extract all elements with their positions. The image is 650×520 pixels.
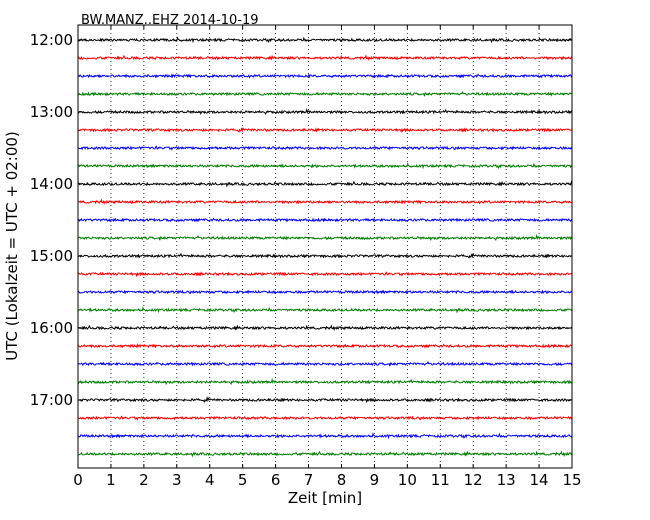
y-tick-label: 13:00	[30, 103, 73, 121]
x-tick-label: 9	[370, 471, 380, 489]
y-axis-label: UTC (Lokalzeit = UTC + 02:00)	[3, 131, 21, 361]
x-tick-label: 12	[464, 471, 483, 489]
trace-1300	[77, 108, 573, 116]
x-tick-label: 4	[205, 471, 215, 489]
x-tick-label: 2	[139, 471, 149, 489]
y-tick-label: 12:00	[30, 31, 73, 49]
plot-frame	[77, 24, 573, 469]
x-tick-label: 5	[238, 471, 248, 489]
x-tick-label: 1	[106, 471, 116, 489]
trace-1530	[77, 289, 573, 295]
trace-1645	[77, 377, 573, 386]
x-axis: 0 1 2 3 4 5 6 7 8 9 10 11 12 13 14 15	[73, 25, 582, 489]
trace-1500	[77, 252, 573, 259]
trace-1615	[77, 343, 573, 349]
chart-title: BW.MANZ..EHZ 2014-10-19	[81, 13, 259, 28]
y-axis: 12:00 13:00 14:00 15:00 16:00 17:00	[30, 31, 572, 409]
trace-1400	[77, 180, 573, 188]
x-tick-label: 10	[398, 471, 417, 489]
x-tick-label: 3	[172, 471, 182, 489]
trace-1230	[77, 73, 573, 79]
grid-lines	[110, 25, 540, 468]
trace-1730	[77, 432, 573, 440]
y-tick-label: 17:00	[30, 391, 73, 409]
trace-1630	[77, 361, 573, 367]
trace-1715	[77, 415, 573, 421]
x-axis-label: Zeit [min]	[288, 489, 362, 507]
y-tick-label: 15:00	[30, 247, 73, 265]
trace-1700	[77, 395, 573, 404]
trace-1315	[77, 127, 573, 134]
trace-1445	[77, 233, 573, 242]
trace-1745	[77, 450, 573, 458]
trace-1430	[77, 217, 573, 223]
x-tick-label: 13	[497, 471, 516, 489]
trace-group	[77, 36, 573, 458]
x-tick-label: 0	[73, 471, 83, 489]
trace-1415	[77, 198, 573, 206]
trace-1345	[77, 162, 573, 170]
trace-1245	[77, 91, 573, 97]
trace-1515	[77, 271, 573, 278]
x-tick-label: 7	[304, 471, 314, 489]
x-tick-label: 8	[337, 471, 347, 489]
x-tick-label: 11	[431, 471, 450, 489]
x-tick-label: 6	[271, 471, 281, 489]
y-tick-label: 14:00	[30, 175, 73, 193]
trace-1200	[77, 36, 573, 44]
y-tick-label: 16:00	[30, 319, 73, 337]
trace-1330	[77, 145, 573, 151]
x-tick-label: 15	[562, 471, 581, 489]
trace-1215	[77, 54, 573, 61]
trace-1600	[77, 324, 573, 332]
trace-1545	[77, 306, 573, 314]
x-tick-label: 14	[530, 471, 549, 489]
